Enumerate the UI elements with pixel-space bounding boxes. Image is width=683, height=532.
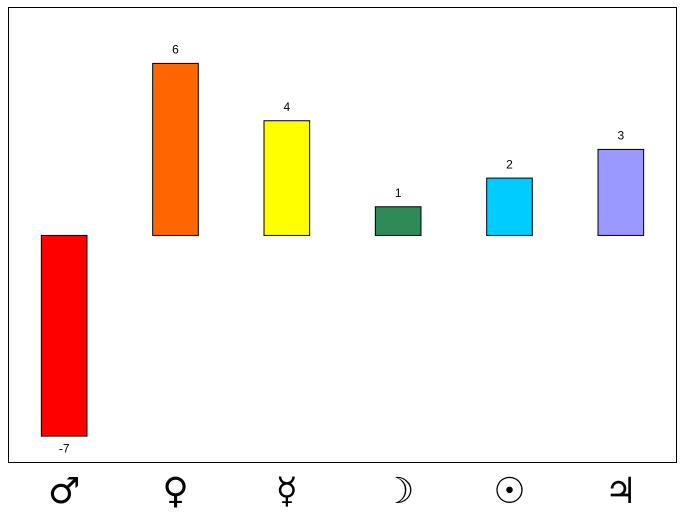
- x-tick-label: ☉: [493, 471, 525, 512]
- value-label: 1: [395, 186, 402, 200]
- value-label: 3: [617, 129, 624, 143]
- x-tick-label: ☽: [382, 471, 414, 512]
- plot-frame: [8, 7, 677, 463]
- x-tick-label: ♃: [605, 471, 637, 512]
- value-label: 6: [172, 43, 179, 57]
- bar: [374, 206, 422, 236]
- bar: [486, 177, 533, 236]
- bar: [263, 120, 311, 236]
- x-tick-label: ☿: [276, 471, 298, 512]
- x-tick-label: ♂: [48, 471, 80, 512]
- bar: [597, 148, 645, 236]
- value-label: 2: [506, 157, 513, 171]
- bar: [40, 234, 88, 437]
- x-tick-label: ♀: [162, 471, 188, 512]
- bar: [152, 62, 199, 236]
- value-label: 4: [283, 100, 290, 114]
- value-label: -7: [59, 441, 70, 455]
